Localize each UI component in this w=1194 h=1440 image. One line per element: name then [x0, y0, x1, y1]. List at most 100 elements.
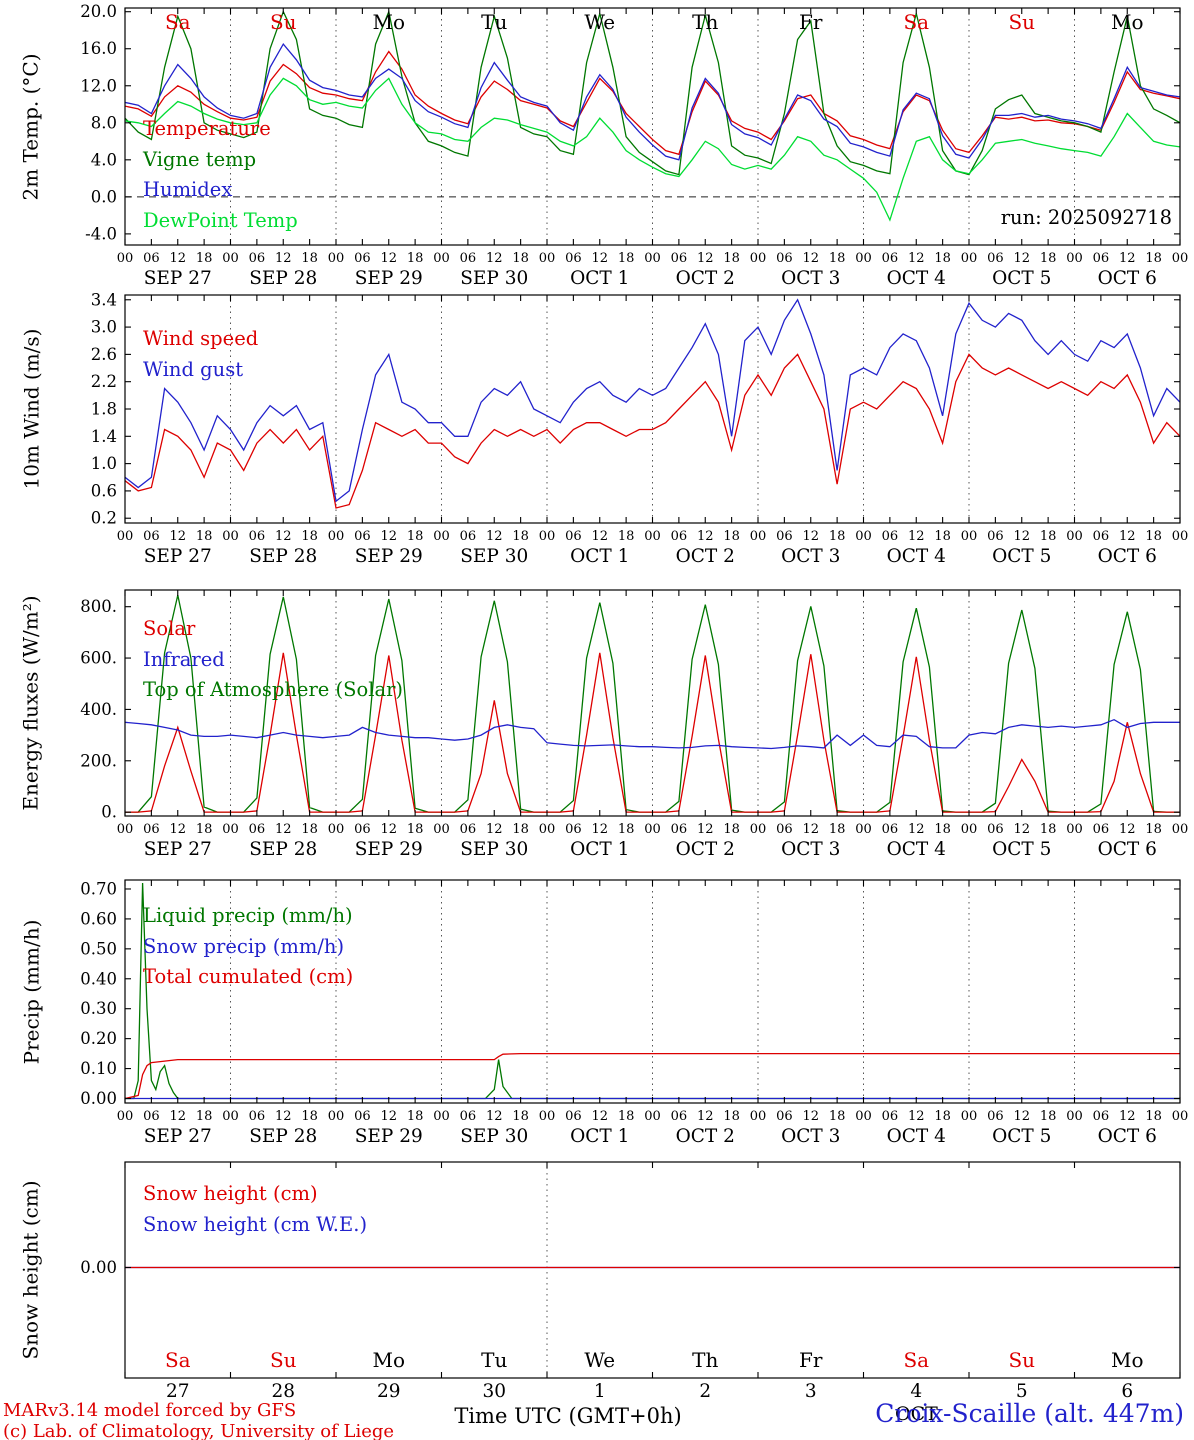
x-tick-hour-label: 06	[354, 251, 371, 266]
x-tick-hour-label: 06	[671, 822, 688, 837]
x-tick-hour-label: 00	[117, 251, 134, 266]
day-label: Mo	[372, 10, 406, 34]
x-tick-hour-label: 18	[512, 1109, 529, 1124]
series-wind-speed	[125, 353, 1180, 509]
x-tick-hour-label: 06	[565, 529, 582, 544]
day-label: Fr	[799, 1348, 823, 1372]
x-tick-hour-label: 18	[934, 822, 951, 837]
x-tick-hour-label: 00	[644, 1109, 661, 1124]
x-tick-hour-label: 06	[249, 1109, 266, 1124]
day-label: Tu	[481, 10, 508, 34]
x-tick-hour-label: 12	[1013, 251, 1030, 266]
x-tick-hour-label: 12	[1119, 529, 1136, 544]
x-tick-daynumber-label: 6	[1121, 1381, 1133, 1402]
x-tick-hour-label: 18	[618, 1109, 635, 1124]
day-label: Mo	[372, 1348, 406, 1372]
x-tick-hour-label: 00	[222, 1109, 239, 1124]
x-tick-hour-label: 18	[829, 822, 846, 837]
x-tick-hour-label: 12	[802, 1109, 819, 1124]
x-tick-hour-label: 00	[644, 251, 661, 266]
y-tick-label: 600.	[80, 649, 117, 668]
legend-item-wind-speed: Wind speed	[143, 327, 259, 350]
x-tick-hour-label: 18	[301, 251, 318, 266]
y-tick-label: 1.4	[91, 427, 117, 446]
x-tick-hour-label: 06	[1093, 529, 1110, 544]
x-tick-hour-label: 18	[829, 1109, 846, 1124]
x-tick-hour-label: 00	[328, 251, 345, 266]
x-tick-hour-label: 18	[1040, 529, 1057, 544]
station-title: Croix-Scaille (alt. 447m)	[875, 1399, 1184, 1428]
x-tick-hour-label: 12	[802, 822, 819, 837]
x-tick-date-label: OCT 6	[1098, 546, 1157, 567]
legend-precip-panel: Liquid precip (mm/h) Snow precip (mm/h) To…	[143, 901, 353, 993]
x-tick-date-label: OCT 2	[676, 839, 735, 860]
legend-item-temperature: Temperature	[143, 117, 271, 140]
legend-temperature-panel: Temperature Vigne temp Humidex DewPoint Tem…	[143, 114, 298, 236]
y-tick-label: 8.0	[91, 113, 117, 132]
x-tick-hour-label: 06	[565, 822, 582, 837]
day-label: Su	[269, 1348, 297, 1372]
x-tick-hour-label: 00	[750, 251, 767, 266]
panel-energy_fluxes: 00 06 12 18 00 06 12 18 00 06 12 18 00 06 12 18 00 06 12 18…	[80, 589, 1189, 860]
x-tick-hour-label: 18	[512, 529, 529, 544]
x-tick-hour-label: 18	[301, 529, 318, 544]
x-tick-hour-label: 06	[987, 529, 1004, 544]
x-tick-date-label: OCT 5	[992, 839, 1051, 860]
x-tick-hour-label: 00	[539, 822, 556, 837]
x-tick-hour-label: 18	[301, 822, 318, 837]
x-tick-hour-label: 00	[855, 1109, 872, 1124]
y-tick-label: 0.6	[91, 481, 117, 500]
legend-item-humidex: Humidex	[143, 178, 233, 201]
x-tick-hour-label: 12	[1013, 822, 1030, 837]
x-tick-hour-label: 18	[1040, 251, 1057, 266]
x-tick-hour-label: 12	[1013, 1109, 1030, 1124]
x-tick-date-label: OCT 3	[781, 839, 840, 860]
footer-lab-credit: (c) Lab. of Climatology, University of L…	[3, 1421, 395, 1440]
x-tick-hour-label: 18	[1145, 251, 1162, 266]
x-tick-hour-label: 12	[908, 822, 925, 837]
x-tick-hour-label: 06	[143, 1109, 160, 1124]
x-tick-hour-label: 00	[961, 822, 978, 837]
day-of-week-row-top: Sa Su Mo Tu We Th Fr Sa Su Mo	[125, 10, 1180, 34]
x-tick-hour-label: 18	[934, 251, 951, 266]
x-tick-hour-label: 00	[117, 822, 134, 837]
panel-wind: 00 06 12 18 00 06 12 18 00 06 12 18 00 06 12 18 00 06 12 18…	[91, 290, 1189, 567]
y-tick-label: 16.0	[80, 39, 117, 58]
x-tick-daynumber-label: 30	[482, 1381, 506, 1402]
x-tick-hour-label: 00	[855, 529, 872, 544]
x-tick-hour-label: 18	[1040, 822, 1057, 837]
panel-temperature: 00 06 12 18 00 06 12 18 00 06 12 18 00 06 12 18 00 06 12 18…	[80, 2, 1188, 289]
x-tick-hour-label: 00	[117, 1109, 134, 1124]
x-tick-date-label: SEP 29	[355, 268, 423, 289]
x-tick-hour-label: 06	[671, 251, 688, 266]
x-tick-hour-label: 06	[249, 822, 266, 837]
x-tick-hour-label: 12	[591, 251, 608, 266]
x-tick-hour-label: 00	[644, 529, 661, 544]
x-tick-date-label: OCT 6	[1098, 1126, 1157, 1147]
x-tick-hour-label: 12	[275, 251, 292, 266]
x-tick-hour-label: 00	[1172, 822, 1189, 837]
x-tick-date-label: OCT 4	[887, 546, 946, 567]
x-tick-hour-label: 06	[776, 251, 793, 266]
day-label: Sa	[164, 1348, 191, 1372]
x-tick-hour-label: 12	[380, 1109, 397, 1124]
x-tick-hour-label: 18	[512, 822, 529, 837]
x-tick-hour-label: 18	[301, 1109, 318, 1124]
x-tick-hour-label: 12	[169, 529, 186, 544]
x-tick-hour-label: 06	[460, 822, 477, 837]
x-tick-date-label: OCT 1	[570, 1126, 629, 1147]
x-tick-date-label: OCT 6	[1098, 268, 1157, 289]
x-tick-hour-label: 06	[143, 529, 160, 544]
y-axis-title-wind-text: 10m Wind (m/s)	[19, 328, 43, 490]
x-tick-daynumber-label: 27	[166, 1381, 190, 1402]
y-tick-label: 200.	[80, 751, 117, 770]
x-tick-hour-label: 06	[565, 1109, 582, 1124]
x-tick-daynumber-label: 4	[910, 1381, 922, 1402]
series-temperature	[125, 50, 1180, 156]
x-tick-hour-label: 00	[644, 822, 661, 837]
y-axis-title-energy-text: Energy fluxes (W/m²)	[19, 595, 43, 811]
x-tick-hour-label: 18	[618, 822, 635, 837]
x-tick-daynumber-label: 1	[594, 1381, 606, 1402]
x-tick-date-label: OCT 2	[676, 1126, 735, 1147]
